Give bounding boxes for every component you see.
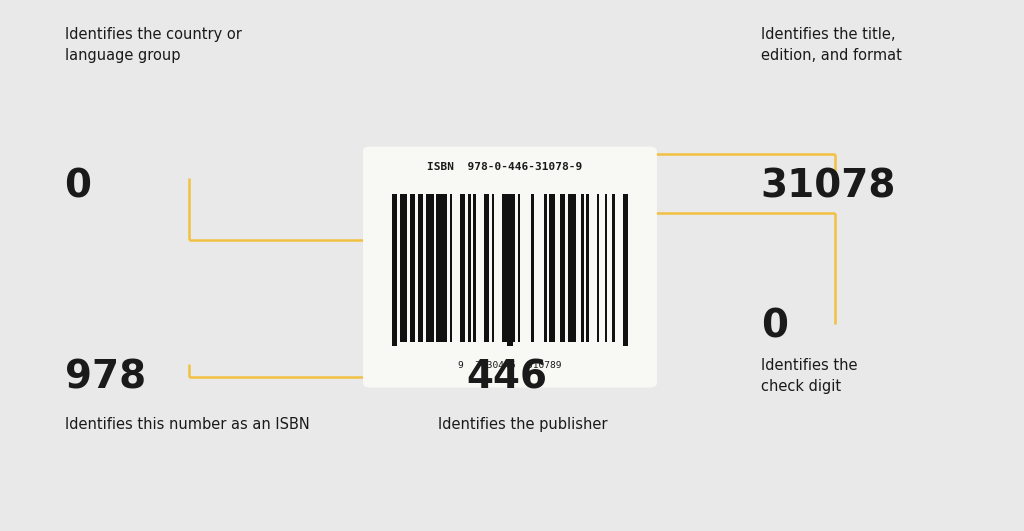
- Text: ISBN  978-0-446-31078-9: ISBN 978-0-446-31078-9: [427, 162, 583, 172]
- Bar: [567, 194, 575, 342]
- Text: Identifies the country or
language group: Identifies the country or language group: [65, 27, 242, 63]
- Bar: [597, 194, 599, 342]
- Bar: [460, 194, 465, 342]
- Bar: [436, 194, 446, 342]
- Bar: [399, 194, 408, 342]
- Bar: [513, 194, 515, 342]
- Bar: [510, 194, 513, 346]
- Bar: [550, 194, 555, 342]
- Text: 9  7830446  310789: 9 7830446 310789: [458, 361, 562, 370]
- Text: Identifies the publisher: Identifies the publisher: [438, 417, 608, 432]
- Bar: [450, 194, 453, 342]
- Text: 978: 978: [65, 358, 145, 397]
- Bar: [410, 194, 416, 342]
- Bar: [391, 194, 394, 346]
- Text: Identifies this number as an ISBN: Identifies this number as an ISBN: [65, 417, 309, 432]
- Bar: [544, 194, 547, 342]
- Text: 31078: 31078: [761, 167, 896, 205]
- Bar: [468, 194, 470, 342]
- Text: 0: 0: [761, 308, 787, 346]
- Text: Identifies the title,
edition, and format: Identifies the title, edition, and forma…: [761, 27, 902, 63]
- Bar: [492, 194, 495, 342]
- Bar: [507, 194, 510, 346]
- Bar: [483, 194, 488, 342]
- Bar: [586, 194, 589, 342]
- Bar: [581, 194, 584, 342]
- Bar: [623, 194, 626, 346]
- FancyBboxPatch shape: [362, 147, 657, 388]
- Bar: [418, 194, 423, 342]
- Text: Identifies the
check digit: Identifies the check digit: [761, 358, 857, 395]
- Bar: [518, 194, 520, 342]
- Text: 446: 446: [466, 358, 547, 397]
- Bar: [394, 194, 397, 346]
- Bar: [560, 194, 565, 342]
- Text: 0: 0: [65, 167, 91, 205]
- Bar: [473, 194, 476, 342]
- Bar: [626, 194, 629, 346]
- Bar: [612, 194, 615, 342]
- Bar: [426, 194, 434, 342]
- Bar: [531, 194, 534, 342]
- Bar: [604, 194, 607, 342]
- Bar: [502, 194, 507, 342]
